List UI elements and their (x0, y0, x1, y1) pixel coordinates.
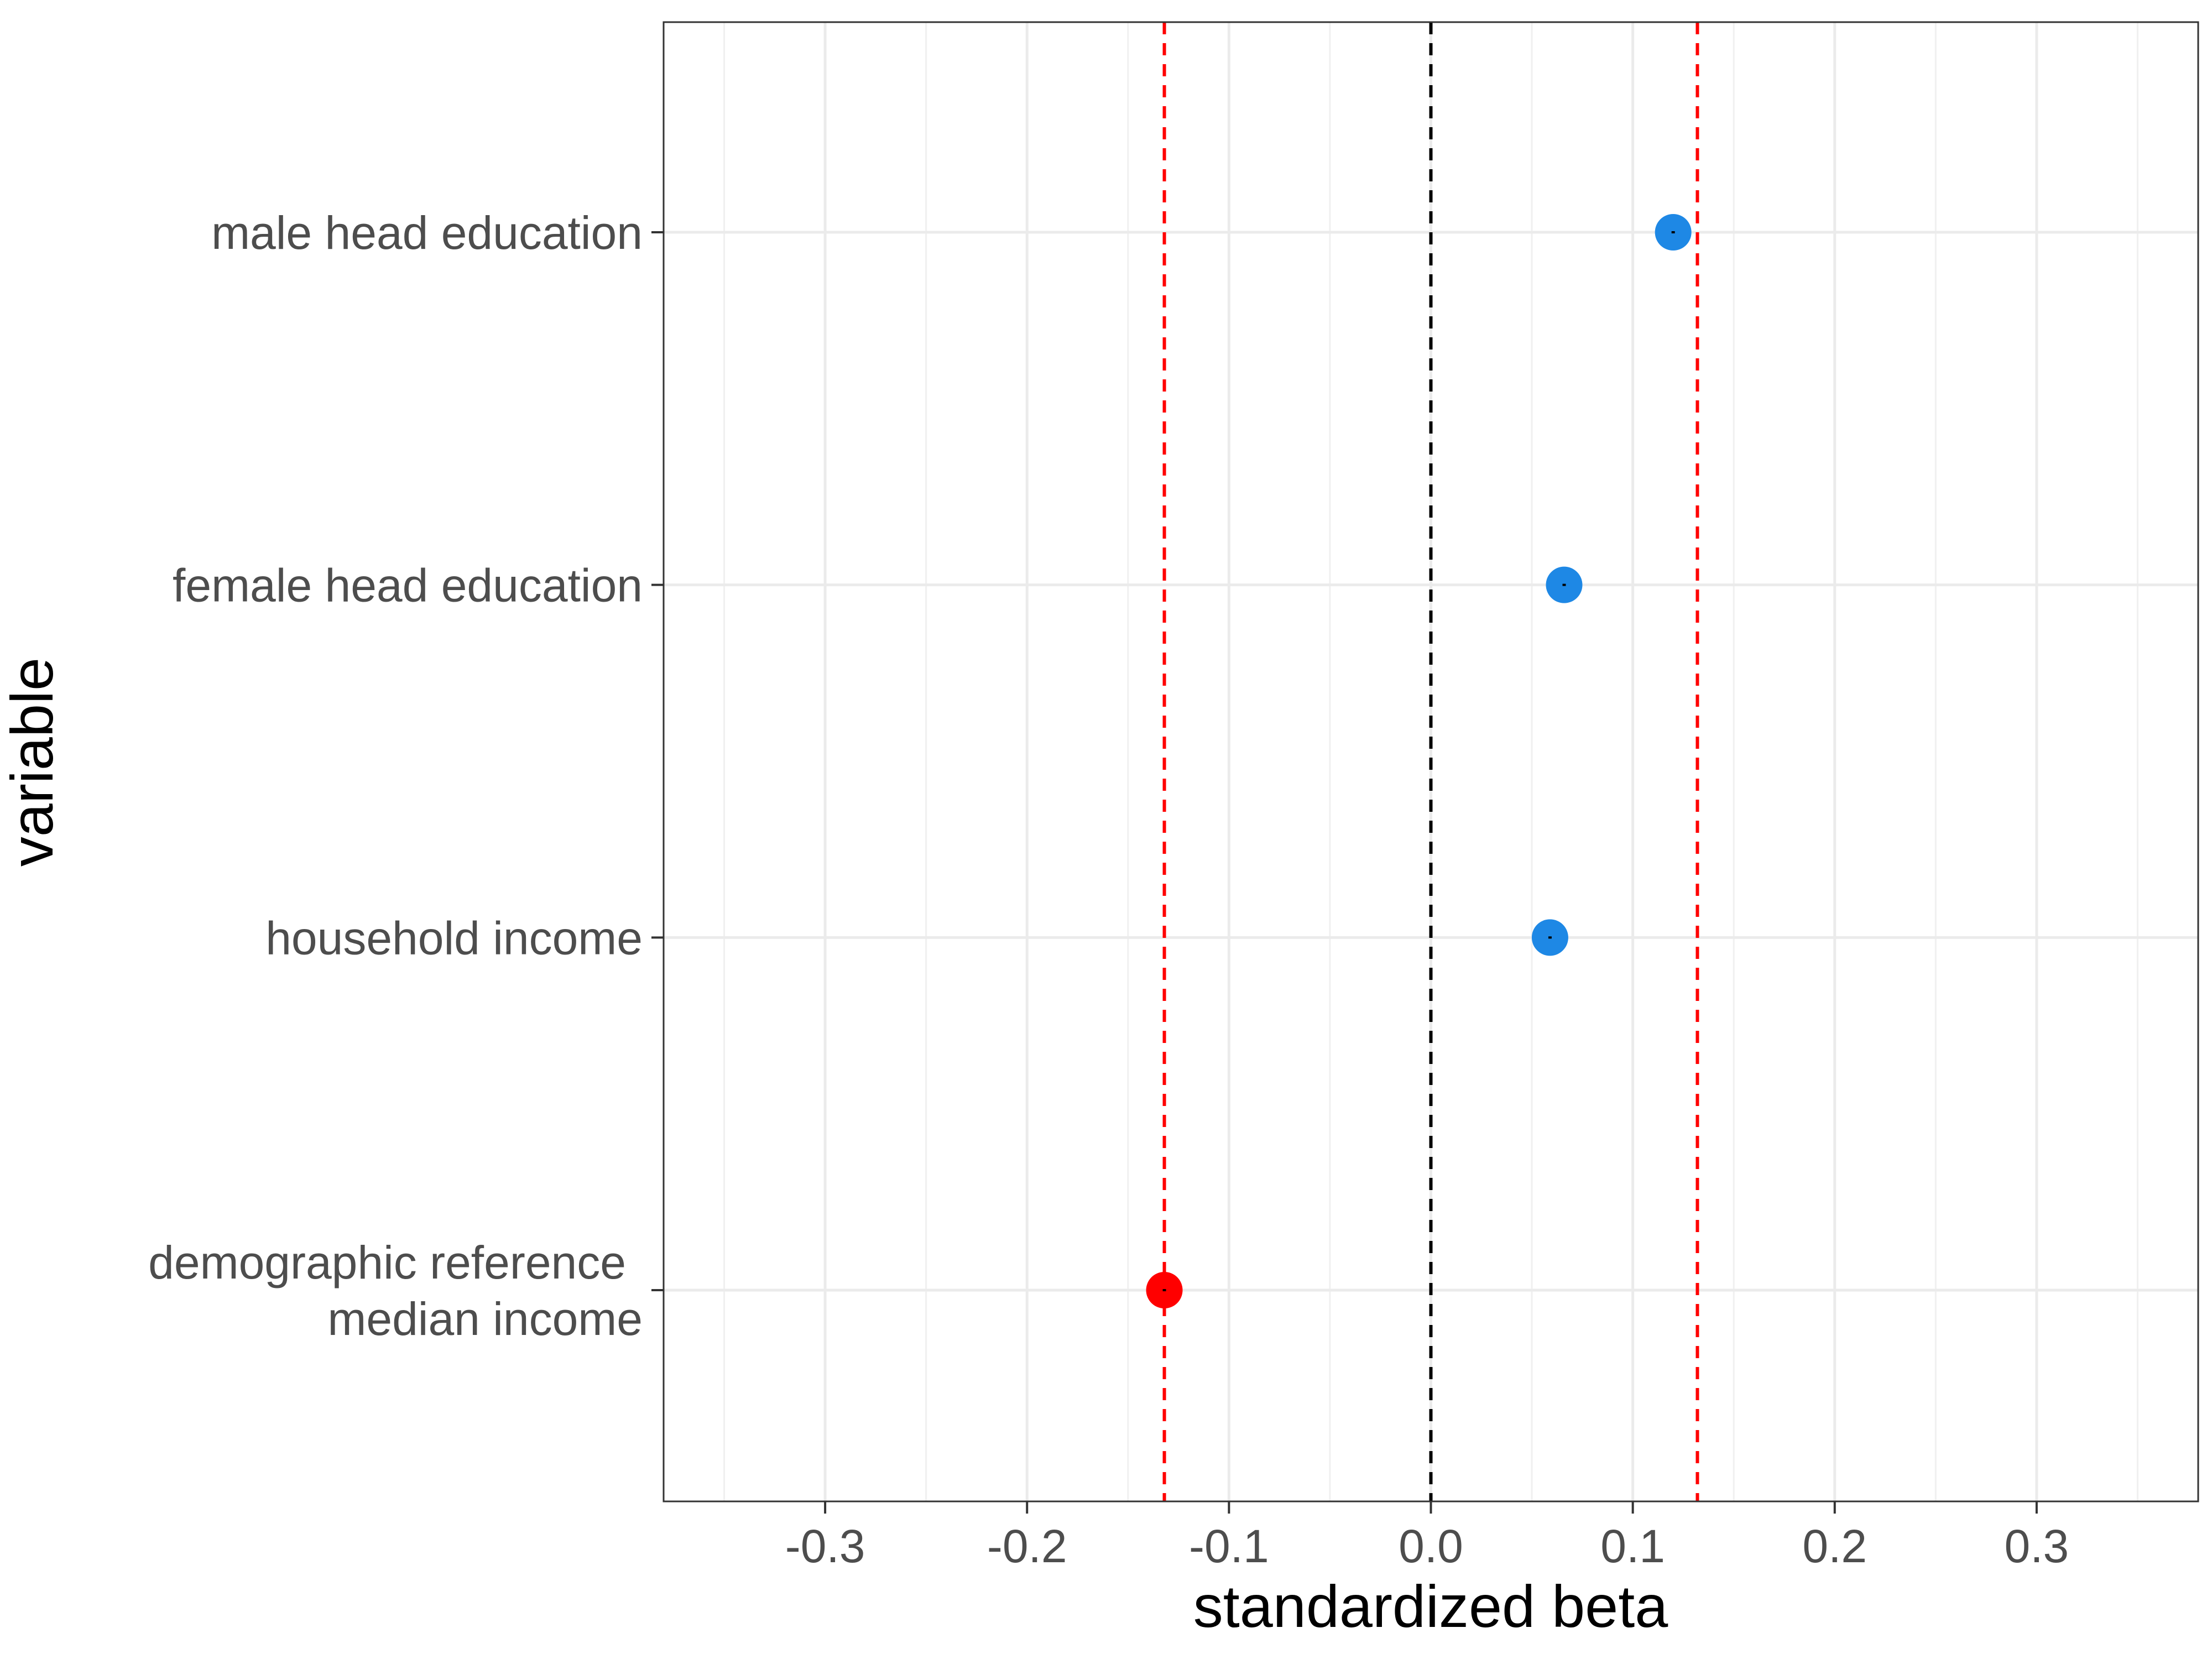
data-points (1146, 214, 1692, 1308)
y-tick-label: female head education (173, 560, 643, 612)
x-tick-label: 0.3 (2005, 1520, 2069, 1572)
x-axis-title: standardized beta (1193, 1573, 1669, 1640)
y-tick-label: demographic reference (148, 1237, 626, 1288)
data-point (1146, 1272, 1183, 1308)
x-tick-label: -0.2 (987, 1520, 1067, 1572)
x-tick-label: 0.2 (1802, 1520, 1867, 1572)
data-point-center (1548, 936, 1552, 939)
reference-lines (1162, 22, 1699, 1501)
data-point-center (1671, 231, 1675, 233)
data-point-center (1562, 583, 1566, 586)
data-point (1546, 566, 1583, 603)
x-tick-label: 0.1 (1600, 1520, 1665, 1572)
y-tick-label: household income (265, 912, 643, 964)
x-axis: -0.3 -0.2 -0.1 0.0 0.1 0.2 0.3 (785, 1501, 2069, 1572)
x-tick-label: -0.3 (785, 1520, 865, 1572)
x-tick-label: -0.1 (1189, 1520, 1269, 1572)
y-axis-title: variable (0, 658, 65, 867)
data-point (1655, 214, 1692, 251)
data-point-center (1162, 1289, 1166, 1291)
x-tick-label: 0.0 (1399, 1520, 1463, 1572)
y-tick-label: median income (327, 1293, 643, 1345)
grid-lines (664, 22, 2198, 1501)
y-tick-label: male head education (211, 207, 643, 259)
data-point (1531, 919, 1568, 956)
